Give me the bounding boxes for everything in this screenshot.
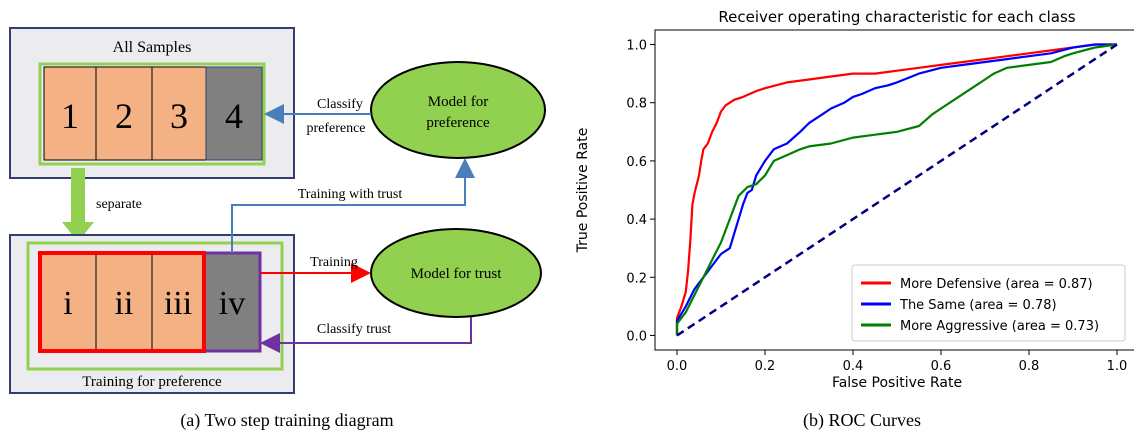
roc-line-more-defensive — [675, 43, 1117, 336]
legend-label-defensive: More Defensive (area = 0.87) — [900, 277, 1093, 292]
y-tick-label: 0.4 — [626, 213, 647, 228]
y-tick-label: 0.0 — [626, 329, 647, 344]
legend-label-same: The Same (area = 0.78) — [899, 298, 1057, 313]
trust-block-ii-label: ii — [115, 285, 134, 322]
chart-caption: (b) ROC Curves — [803, 410, 921, 431]
training-with-trust-arrow — [231, 158, 475, 253]
y-tick-label: 1.0 — [626, 39, 647, 54]
sample-block-3 — [151, 66, 207, 161]
chart-title: Receiver operating characteristic for ea… — [718, 8, 1075, 26]
roc-diagonal-chance-line — [676, 43, 1118, 337]
model-trust-label: Model for trust — [411, 266, 503, 282]
diagram-caption: (a) Two step training diagram — [180, 410, 393, 431]
sample-block-3-label: 3 — [170, 96, 188, 136]
x-tick-label: 0.6 — [931, 359, 952, 374]
sample-block-4-label: 4 — [225, 96, 243, 136]
model-preference-ellipse — [370, 61, 546, 159]
model-preference-label-line1: Model for — [428, 94, 488, 110]
x-tick-label: 0.0 — [667, 359, 688, 374]
legend-box — [851, 264, 1126, 342]
all-samples-label: All Samples — [113, 39, 192, 56]
trust-block-i — [39, 252, 97, 352]
y-tick-label: 0.8 — [626, 97, 647, 112]
model-preference-label-line2: preference — [426, 115, 490, 131]
training-for-preference-label: Training for preference — [82, 374, 222, 390]
y-tick-label: 0.6 — [626, 155, 647, 170]
training-label: Training — [310, 255, 358, 270]
classify-trust-arrow — [260, 317, 472, 353]
y-axis-label: True Positive Rate — [575, 128, 591, 254]
separate-arrow-head — [62, 222, 94, 242]
trust-block-i-label: i — [63, 285, 72, 322]
x-tick-label: 0.4 — [843, 359, 864, 374]
sample-block-2-label: 2 — [115, 96, 133, 136]
training-green-frame — [26, 241, 284, 371]
model-trust-ellipse — [370, 228, 542, 318]
trust-block-ii — [95, 252, 153, 352]
classify-preference-label-line2: preference — [306, 121, 365, 136]
x-tick-label: 1.0 — [1107, 359, 1128, 374]
trust-block-iii-label: iii — [164, 285, 192, 322]
x-tick-label: 0.2 — [755, 359, 776, 374]
classify-trust-label: Classify trust — [317, 322, 391, 337]
training-with-trust-label: Training with trust — [298, 187, 403, 202]
separate-label: separate — [96, 197, 142, 212]
legend-label-aggressive: More Aggressive (area = 0.73) — [900, 319, 1099, 334]
roc-line-the-same — [675, 43, 1117, 336]
roc-line-more-aggressive — [675, 43, 1118, 336]
sample-block-1-label: 1 — [61, 96, 79, 136]
roc-curves-chart: Receiver operating characteristic for ea… — [575, 8, 1134, 431]
classify-preference-label-line1: Classify — [317, 97, 363, 112]
sample-block-4 — [205, 66, 263, 161]
y-tick-label: 0.2 — [626, 271, 647, 286]
trust-block-iii — [151, 252, 205, 352]
trust-block-iv-label: iv — [219, 285, 245, 322]
trust-blocks-red-frame — [38, 251, 206, 353]
x-axis-label: False Positive Rate — [832, 375, 962, 391]
two-step-training-diagram: All Samples 1 2 3 4 Model for preference… — [9, 27, 546, 431]
x-tick-label: 0.8 — [1019, 359, 1040, 374]
sample-block-1 — [43, 66, 97, 161]
plot-frame — [654, 29, 1134, 351]
trust-block-iv — [202, 251, 262, 353]
